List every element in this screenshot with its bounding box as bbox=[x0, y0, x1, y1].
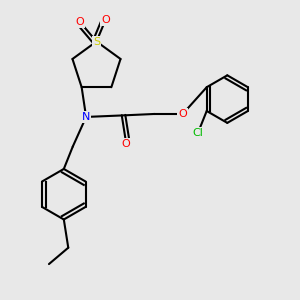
Text: O: O bbox=[122, 139, 130, 149]
Text: N: N bbox=[82, 112, 90, 122]
Text: O: O bbox=[178, 109, 187, 119]
Text: S: S bbox=[93, 37, 100, 46]
Text: O: O bbox=[76, 17, 85, 27]
Text: O: O bbox=[101, 15, 110, 25]
Text: Cl: Cl bbox=[192, 128, 203, 138]
